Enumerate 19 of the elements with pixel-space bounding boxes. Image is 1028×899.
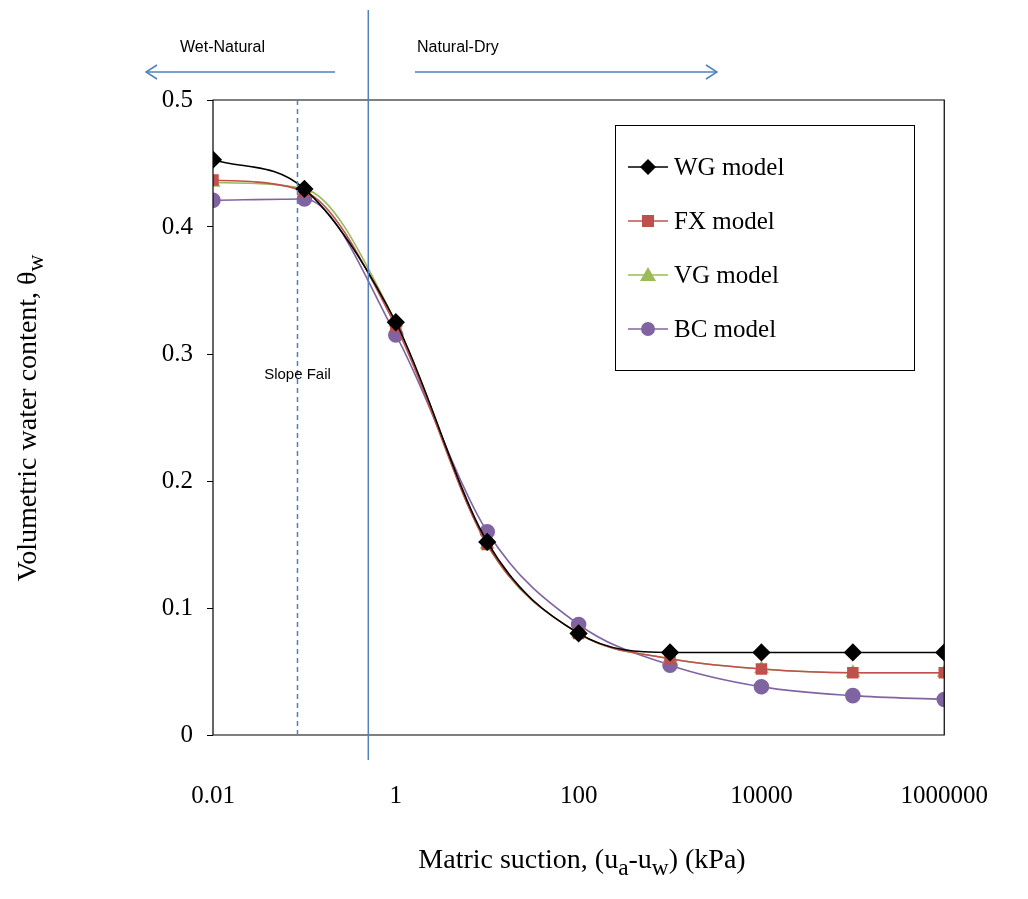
x-tick-label: 10000: [730, 780, 793, 808]
y-tick-label: 0.5: [161, 84, 193, 112]
x-axis-title: Matric suction, (u$_{a}$-u$_{w}$) (kPa): [418, 843, 746, 881]
ref-line-label: Slope Fail: [264, 365, 331, 383]
legend-label: BC model: [674, 315, 777, 343]
legend-label: FX model: [674, 207, 775, 235]
y-tick-label: 0.4: [161, 211, 194, 239]
y-tick-label: 0.3: [161, 338, 193, 366]
x-tick-label: 1: [389, 780, 403, 808]
x-tick-label: 1000000: [900, 780, 988, 808]
x-tick-label: 0.01: [191, 780, 235, 808]
x-tick-label: 100: [559, 780, 598, 808]
y-tick-label: 0: [180, 719, 193, 747]
text: Natural-Dry: [417, 38, 499, 56]
text: Wet-Natural: [180, 38, 266, 56]
legend-label: WG model: [674, 153, 785, 181]
y-tick-label: 0.2: [161, 465, 193, 493]
legend-label: VG model: [674, 261, 779, 289]
y-tick-label: 0.1: [161, 592, 193, 620]
